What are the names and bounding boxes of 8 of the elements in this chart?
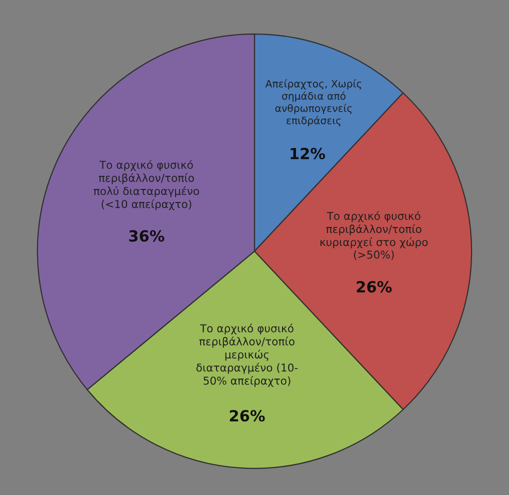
slice-label: Το αρχικό φυσικό περιβάλλον/τοπίο κυριαρχεί στο χώρο (>50%) (320, 211, 428, 260)
data-label: 26% (230, 410, 265, 422)
data-label: 12% (290, 148, 326, 160)
slice-label: Το αρχικό φυσικό περιβάλλον/τοπίο μερικώς διαταραγμένο (10- 50% απείραχτο) (196, 324, 298, 387)
data-label: 36% (129, 230, 164, 242)
slice-label: Το αρχικό φυσικό περιβάλλον/τοπίο πολύ διαταραγμένο (<10 απείραχτο) (94, 160, 199, 210)
slice-label: Απείραχτος, Χωρίς σημάδια από ανθρωπογενείς επιδράσεις (265, 79, 362, 126)
data-label: 26% (356, 281, 392, 293)
